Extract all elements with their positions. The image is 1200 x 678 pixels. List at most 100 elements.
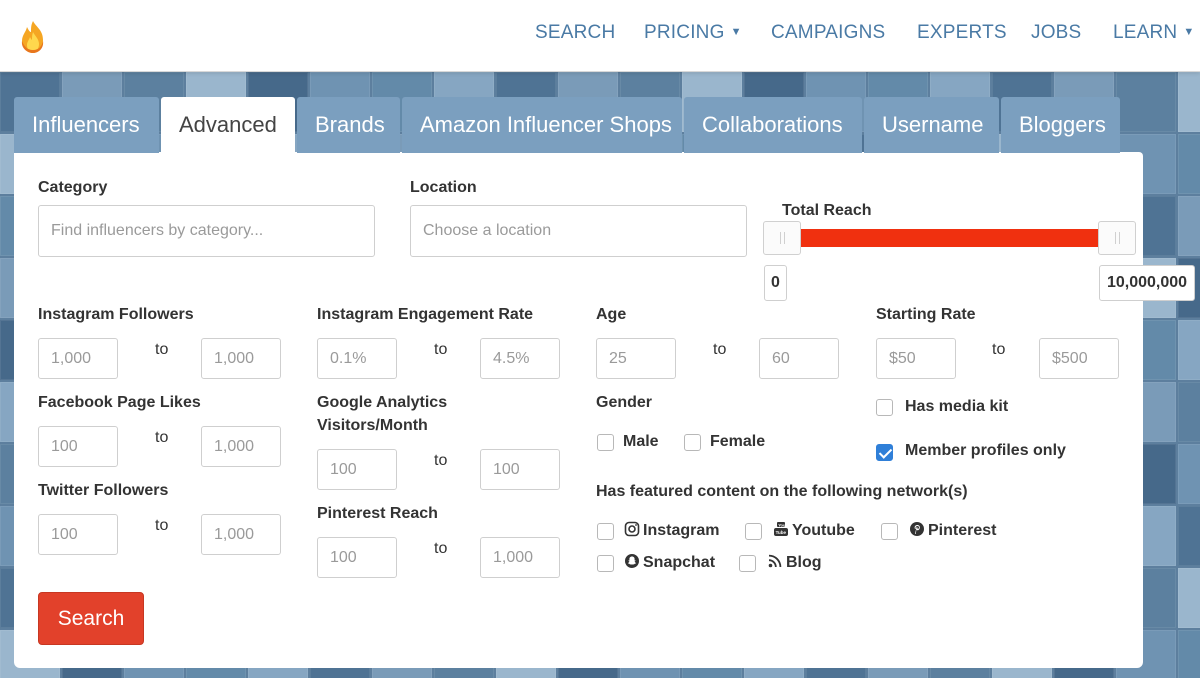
flame-logo-icon[interactable] <box>18 20 48 54</box>
background-tile <box>1178 630 1200 678</box>
to-label: to <box>434 452 448 469</box>
tab-collaborations-label: Collaborations <box>702 112 843 137</box>
instagram-followers-min-field[interactable] <box>38 338 118 379</box>
male-label: Male <box>623 433 659 450</box>
google-analytics-label-line2: Visitors/Month <box>317 417 428 434</box>
instagram-text: Instagram <box>643 522 720 539</box>
top-navbar: SEARCH PRICING ▼ CAMPAIGNS EXPERTS JOBS L… <box>0 0 1200 72</box>
category-label: Category <box>38 179 108 196</box>
age-min-field[interactable] <box>596 338 676 379</box>
google-analytics-min-field[interactable] <box>317 449 397 490</box>
pinterest-text: Pinterest <box>928 522 997 539</box>
google-analytics-label-line1: Google Analytics <box>317 394 448 411</box>
background-tile <box>1116 72 1176 132</box>
chevron-down-icon: ▼ <box>730 26 742 38</box>
background-tile <box>1178 506 1200 566</box>
tab-collaborations[interactable]: Collaborations <box>684 97 862 153</box>
facebook-likes-max-field[interactable] <box>201 426 281 467</box>
age-label: Age <box>596 306 627 323</box>
female-checkbox[interactable] <box>684 434 701 451</box>
tab-influencers-label: Influencers <box>32 112 140 137</box>
to-label: to <box>992 341 1006 358</box>
pinterest-network-checkbox[interactable] <box>881 523 898 540</box>
starting-rate-min-field[interactable] <box>876 338 956 379</box>
instagram-engagement-label: Instagram Engagement Rate <box>317 306 534 323</box>
category-input[interactable] <box>38 205 375 257</box>
media-kit-checkbox[interactable] <box>876 399 893 416</box>
male-checkbox[interactable] <box>597 434 614 451</box>
member-profiles-label: Member profiles only <box>905 442 1066 459</box>
total-reach-max-handle[interactable] <box>1098 221 1136 255</box>
tab-brands[interactable]: Brands <box>297 97 400 153</box>
engagement-min-field[interactable] <box>317 338 397 379</box>
youtube-icon: You Tube <box>774 522 788 536</box>
pinterest-reach-label: Pinterest Reach <box>317 505 438 522</box>
nav-search[interactable]: SEARCH <box>535 22 615 44</box>
nav-pricing[interactable]: PRICING ▼ <box>644 22 742 44</box>
total-reach-min-value: 0 <box>764 265 787 301</box>
tab-bloggers[interactable]: Bloggers <box>1001 97 1120 153</box>
youtube-network-label: You Tube Youtube <box>773 521 855 541</box>
total-reach-min-handle[interactable] <box>763 221 801 255</box>
background-tile <box>1178 320 1200 380</box>
snapchat-icon <box>625 554 639 568</box>
pinterest-network-label: Pinterest <box>909 521 996 541</box>
google-analytics-max-field[interactable] <box>480 449 560 490</box>
to-label: to <box>434 341 448 358</box>
nav-campaigns[interactable]: CAMPAIGNS <box>771 22 885 44</box>
youtube-network-checkbox[interactable] <box>745 523 762 540</box>
facebook-likes-min-field[interactable] <box>38 426 118 467</box>
tab-advanced-label: Advanced <box>179 112 277 137</box>
pinterest-reach-max-field[interactable] <box>480 537 560 578</box>
to-label: to <box>713 341 727 358</box>
tab-amazon-influencer-shops[interactable]: Amazon Influencer Shops <box>402 97 682 153</box>
instagram-network-checkbox[interactable] <box>597 523 614 540</box>
instagram-followers-max-field[interactable] <box>201 338 281 379</box>
snapchat-network-checkbox[interactable] <box>597 555 614 572</box>
member-profiles-checkbox[interactable] <box>876 444 893 461</box>
age-max-field[interactable] <box>759 338 839 379</box>
rss-icon <box>768 554 782 568</box>
instagram-followers-label: Instagram Followers <box>38 306 194 323</box>
background-tile <box>1178 444 1200 504</box>
twitter-followers-max-field[interactable] <box>201 514 281 555</box>
pinterest-reach-min-field[interactable] <box>317 537 397 578</box>
youtube-text: Youtube <box>792 522 855 539</box>
to-label: to <box>155 341 169 358</box>
total-reach-label: Total Reach <box>782 202 872 219</box>
background-tile <box>1178 134 1200 194</box>
engagement-max-field[interactable] <box>480 338 560 379</box>
blog-text: Blog <box>786 554 822 571</box>
location-input[interactable] <box>410 205 747 257</box>
background-tile <box>1178 382 1200 442</box>
tab-influencers[interactable]: Influencers <box>14 97 159 153</box>
nav-campaigns-label: CAMPAIGNS <box>771 22 886 43</box>
total-reach-slider-range <box>785 229 1115 247</box>
networks-label: Has featured content on the following ne… <box>596 483 968 500</box>
to-label: to <box>155 517 169 534</box>
nav-learn[interactable]: LEARN ▼ <box>1113 22 1194 44</box>
tab-username[interactable]: Username <box>864 97 999 153</box>
to-label: to <box>434 540 448 557</box>
blog-network-checkbox[interactable] <box>739 555 756 572</box>
tab-bloggers-label: Bloggers <box>1019 112 1106 137</box>
pinterest-icon <box>910 522 924 536</box>
nav-jobs[interactable]: JOBS <box>1031 22 1081 44</box>
snapchat-text: Snapchat <box>643 554 716 571</box>
starting-rate-max-field[interactable] <box>1039 338 1119 379</box>
background-tile <box>1178 196 1200 256</box>
tab-advanced[interactable]: Advanced <box>161 97 295 154</box>
background-tile <box>1178 568 1200 628</box>
background-tile <box>1178 72 1200 132</box>
svg-text:Tube: Tube <box>776 530 787 535</box>
nav-search-label: SEARCH <box>535 22 616 43</box>
nav-experts[interactable]: EXPERTS <box>917 22 1007 44</box>
nav-experts-label: EXPERTS <box>917 22 1007 43</box>
search-button[interactable]: Search <box>38 592 144 645</box>
total-reach-max-value: 10,000,000 <box>1099 265 1195 301</box>
instagram-icon <box>624 521 640 537</box>
tab-amazon-label: Amazon Influencer Shops <box>420 112 672 137</box>
twitter-followers-min-field[interactable] <box>38 514 118 555</box>
media-kit-label: Has media kit <box>905 398 1009 415</box>
